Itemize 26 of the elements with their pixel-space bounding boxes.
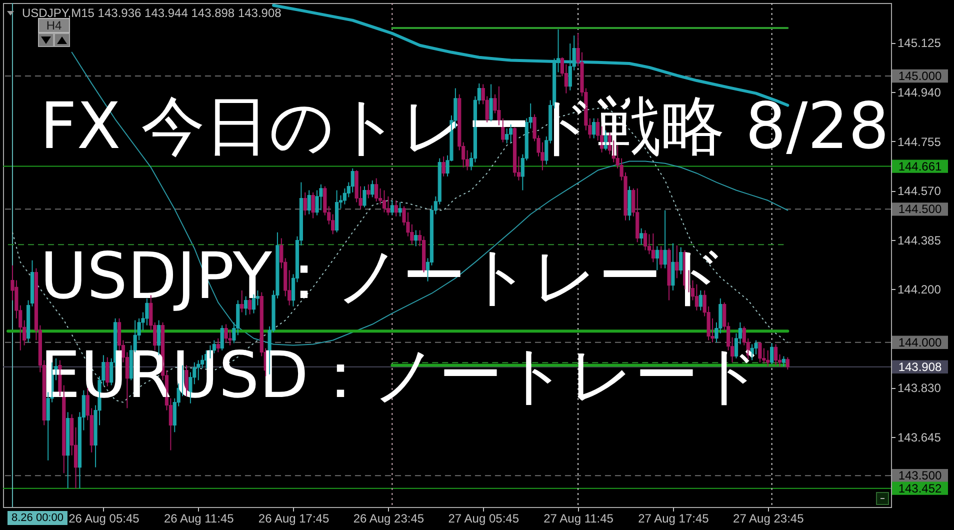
chart-subtitle: USDJPY,M15 143.936 143.944 143.898 143.908	[22, 6, 282, 20]
y-tick-label: 144.755	[898, 134, 942, 149]
y-tick-label: 145.125	[898, 36, 942, 50]
ref-line-label: 143.500	[898, 468, 942, 483]
ref-line-label: 144.500	[898, 202, 942, 216]
ref-line-label: 143.908	[898, 360, 942, 374]
ref-line-label: 143.452	[898, 481, 942, 496]
annotation: H4	[46, 18, 62, 32]
x-tick-label: 27 Aug 23:45	[733, 512, 804, 526]
x-tick-label: 27 Aug 11:45	[544, 512, 614, 526]
x-tick-label: 26 Aug 11:45	[164, 512, 234, 526]
ref-line-label: 145.000	[898, 68, 942, 83]
x-tick-label: 27 Aug 05:45	[448, 512, 520, 526]
ref-line-label: 144.000	[898, 335, 942, 350]
x-tick-label: 26 Aug 05:45	[68, 512, 140, 526]
y-tick-label: 144.200	[898, 282, 942, 297]
ref-line-label: 8.26 00:00	[11, 512, 64, 524]
x-tick-label: 27 Aug 17:45	[638, 512, 710, 526]
ref-line-label: 144.661	[898, 159, 942, 174]
y-tick-label: 143.645	[898, 430, 942, 444]
y-tick-label: 144.385	[898, 233, 942, 248]
y-tick-label: 144.570	[898, 184, 942, 198]
y-tick-label: 144.940	[898, 85, 942, 100]
x-tick-label: 26 Aug 23:45	[353, 512, 424, 526]
y-tick-label: 143.830	[898, 381, 942, 396]
x-tick-label: 26 Aug 17:45	[258, 512, 330, 526]
